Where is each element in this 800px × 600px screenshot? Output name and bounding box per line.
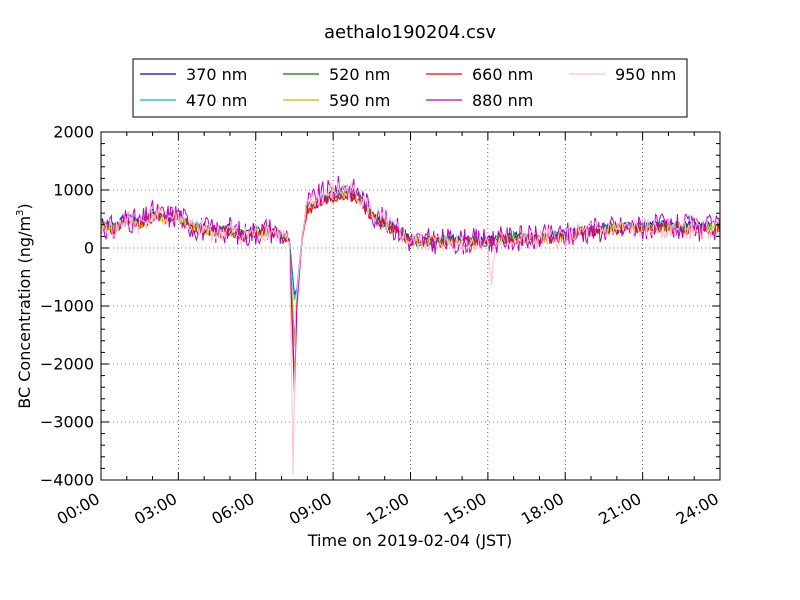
y-tick-label: 0: [84, 239, 94, 258]
legend-frame: [132, 58, 688, 118]
legend: 370 nm 470 nm 520 nm 590 nm 660 nm 880 nm 950 …: [132, 58, 688, 118]
y-axis-label-superscript: 3: [15, 210, 26, 216]
legend-label: 470 nm: [186, 91, 247, 110]
series-lines: [101, 175, 720, 475]
legend-item: 520 nm: [283, 65, 390, 84]
legend-item: 470 nm: [140, 91, 247, 110]
legend-label: 880 nm: [472, 91, 533, 110]
legend-item: 660 nm: [426, 65, 533, 84]
x-axis-label: Time on 2019-02-04 (JST): [307, 531, 512, 550]
y-tick-label: −1000: [40, 297, 94, 316]
legend-label: 370 nm: [186, 65, 247, 84]
y-axis-label-close: ): [15, 203, 34, 209]
y-axis-label: BC Concentration (ng/m3): [15, 203, 34, 408]
axis-ticks: [100, 131, 721, 481]
legend-label: 520 nm: [329, 65, 390, 84]
legend-label: 950 nm: [615, 65, 676, 84]
legend-label: 590 nm: [329, 91, 390, 110]
y-tick-label: −3000: [40, 413, 94, 432]
series-line: [101, 182, 720, 475]
y-tick-label: 1000: [53, 181, 94, 200]
chart-title: aethalo190204.csv: [324, 22, 496, 43]
legend-item: 950 nm: [569, 65, 676, 84]
y-axis-label-text: BC Concentration (ng/m: [15, 216, 34, 409]
legend-item: 880 nm: [426, 91, 533, 110]
y-tick-label: −4000: [40, 471, 94, 490]
y-tick-label: 2000: [53, 123, 94, 142]
legend-label: 660 nm: [472, 65, 533, 84]
legend-item: 370 nm: [140, 65, 247, 84]
y-tick-label: −2000: [40, 355, 94, 374]
legend-item: 590 nm: [283, 91, 390, 110]
plot-area: [100, 131, 721, 481]
